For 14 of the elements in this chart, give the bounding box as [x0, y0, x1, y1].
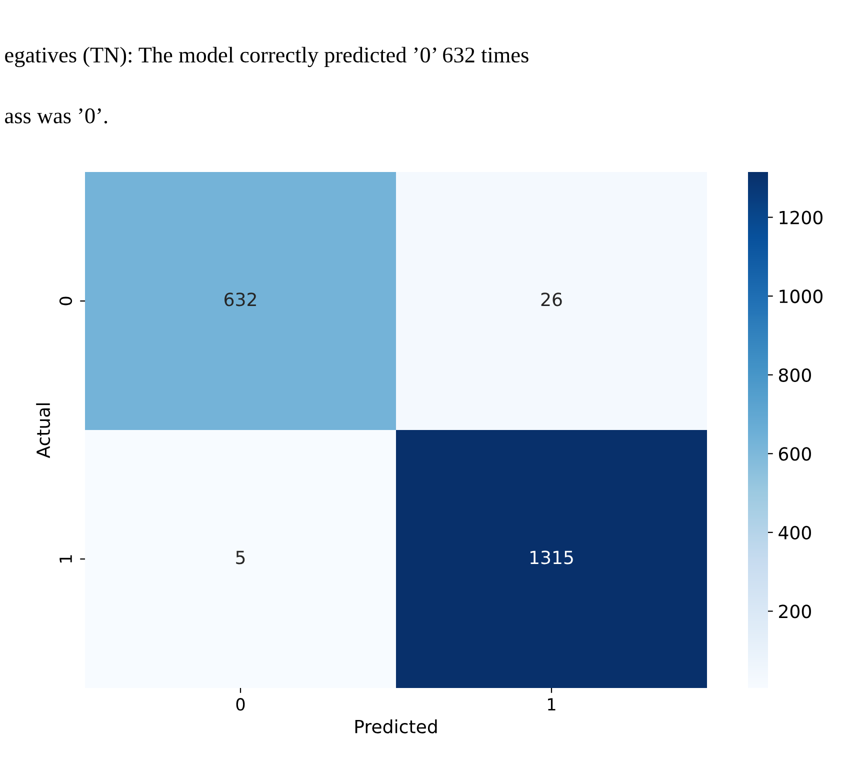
color-bar-label: 200 — [779, 604, 811, 618]
color-bar-label: 600 — [778, 447, 811, 461]
text: egatives (TN): The model correctly predicted ’0’ 632 times — [5, 46, 528, 68]
color-bar-label: 1200 — [780, 210, 822, 224]
color-bar-label: 800 — [778, 368, 811, 382]
data-label: 26 — [541, 292, 562, 306]
data-label: 1315 — [530, 550, 573, 564]
text: ass was ’0’. — [5, 108, 108, 124]
y-axis-title: Actual — [36, 403, 50, 458]
data-label: 632 — [224, 292, 256, 306]
data-label: 5 — [236, 550, 245, 564]
x-axis-title: Predicted — [355, 719, 437, 734]
color-bar-label: 1000 — [780, 290, 822, 304]
color-bar-label: 400 — [778, 526, 811, 540]
